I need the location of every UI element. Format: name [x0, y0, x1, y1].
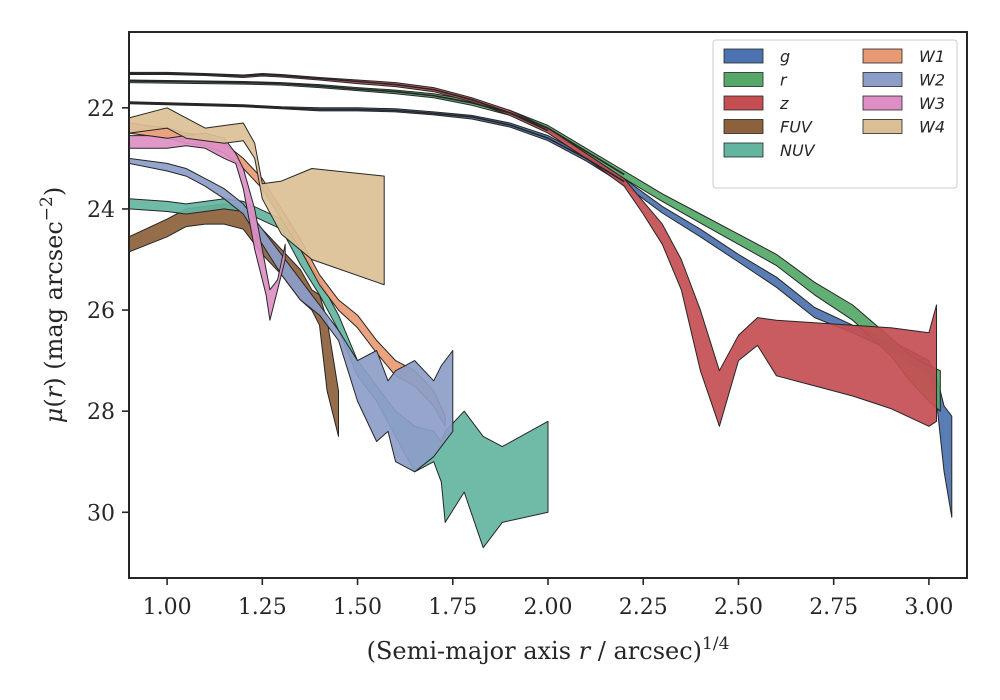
y-tick-label: 30 [87, 501, 115, 526]
profile-outline-line [129, 80, 625, 176]
x-tick-label: 1.25 [238, 595, 287, 620]
series-band-g [129, 101, 953, 518]
legend-swatch [723, 142, 764, 158]
y-tick-label: 24 [87, 198, 115, 223]
legend-swatch [862, 95, 903, 111]
series-band-w4 [129, 107, 385, 286]
x-axis: 1.00 1.25 1.50 1.75 2.00 2.25 2.50 2.75 3.00 [143, 578, 953, 620]
legend-swatch [723, 48, 764, 64]
y-tick-label: 22 [87, 97, 115, 122]
legend-item-g: g [723, 47, 790, 66]
x-tick-label: 2.50 [714, 595, 763, 620]
legend-label: W2 [919, 71, 945, 90]
x-tick-label: 2.00 [524, 595, 573, 620]
legend-label: FUV [780, 118, 813, 137]
legend-label: g [780, 47, 790, 66]
legend-item-w1: W1 [862, 47, 945, 66]
x-tick-label: 1.75 [428, 595, 477, 620]
legend-item-r: r [723, 71, 788, 90]
legend-item-z: z [723, 94, 789, 113]
legend-swatch [723, 119, 764, 134]
legend-swatch [862, 72, 903, 87]
x-tick-label: 1.50 [333, 595, 382, 620]
series-band-r [129, 79, 941, 412]
x-tick-label: 3.00 [904, 595, 953, 620]
legend-label: W4 [919, 118, 945, 137]
legend-swatch [862, 48, 903, 64]
legend-label: W1 [919, 47, 945, 66]
y-tick-label: 28 [87, 400, 115, 425]
y-axis: 22 24 26 28 30 [87, 97, 129, 526]
x-tick-label: 1.00 [143, 595, 192, 620]
profile-outline-line [129, 72, 549, 132]
legend-item-w4: W4 [862, 118, 945, 137]
legend-label: r [780, 71, 788, 90]
x-tick-label: 2.75 [809, 595, 858, 620]
legend-label: z [779, 94, 789, 113]
legend-swatch [862, 119, 903, 134]
legend-label: NUV [780, 141, 816, 160]
legend-item-w3: W3 [862, 94, 945, 113]
x-axis-label: (Semi-major axis r / arcsec)1/4 [367, 634, 730, 665]
legend-label: W3 [919, 94, 945, 113]
series-layer [129, 71, 953, 549]
legend-item-fuv: FUV [723, 118, 813, 137]
series-band-z [129, 71, 937, 427]
x-tick-label: 2.25 [619, 595, 668, 620]
legend-swatch [723, 72, 764, 87]
legend: grz FUV NUV W1 W2 W3 W4 [712, 39, 958, 189]
y-axis-label: μ(r) (mag arcsec−2) [37, 187, 68, 424]
profile-outline-line [129, 102, 625, 183]
legend-item-w2: W2 [862, 71, 945, 90]
legend-swatch [723, 95, 764, 111]
legend-item-nuv: NUV [723, 141, 816, 160]
y-tick-label: 26 [87, 299, 115, 324]
